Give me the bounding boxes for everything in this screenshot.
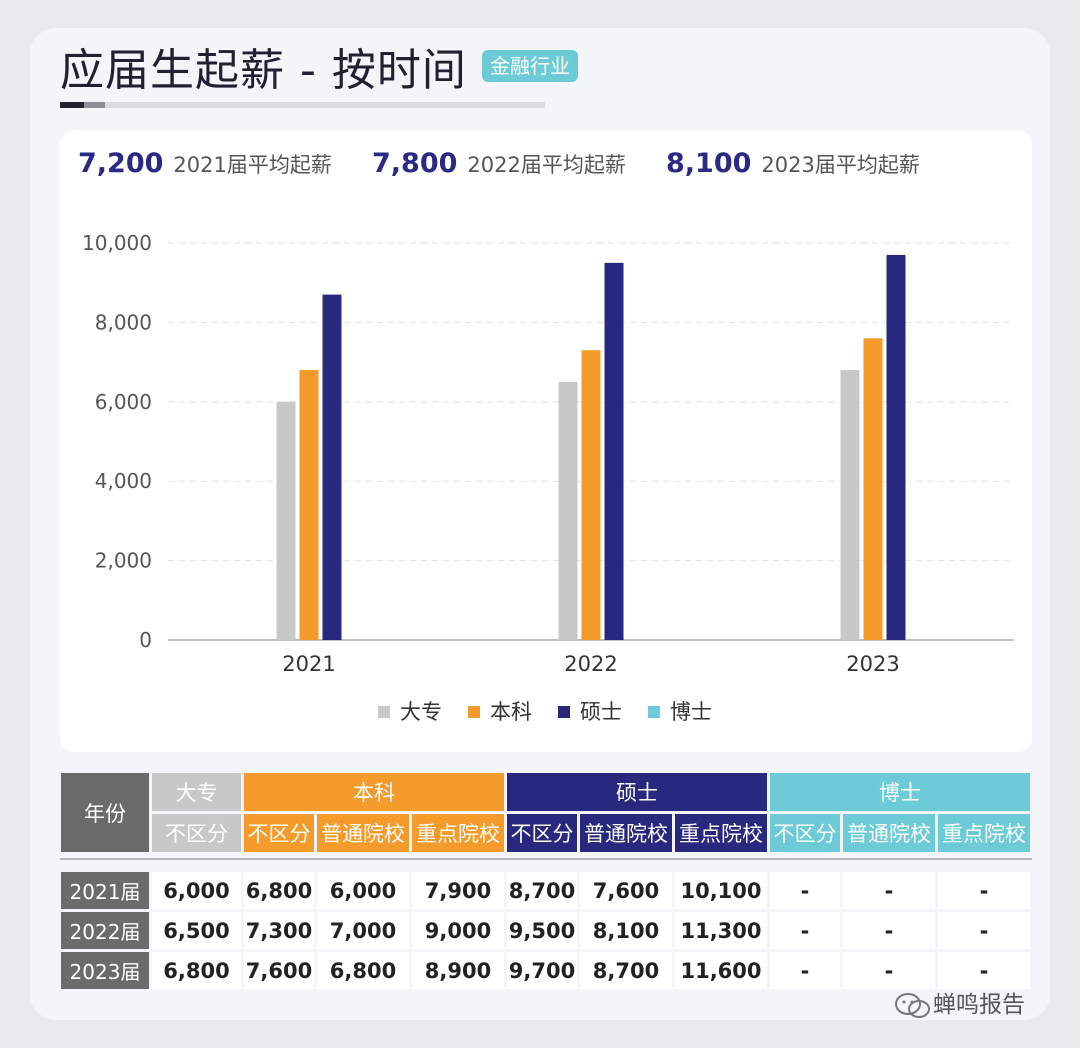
table-cell: - — [938, 912, 1030, 949]
stat-2022: 7,800 2022届平均起薪 — [372, 148, 626, 179]
y-tick-label: 6,000 — [95, 390, 152, 414]
table-row: 2023届 6,800 7,600 6,800 8,900 9,700 8,70… — [61, 952, 1030, 989]
row-label: 2022届 — [61, 912, 149, 949]
stat-label: 2023届平均起薪 — [761, 153, 920, 177]
stat-label: 2021届平均起薪 — [173, 153, 332, 177]
table-cell: 8,900 — [412, 952, 504, 989]
table-cell: 9,500 — [507, 912, 577, 949]
title-underline — [60, 102, 545, 108]
table-cell: 7,000 — [317, 912, 409, 949]
table-cell: - — [770, 952, 840, 989]
row-label: 2021届 — [61, 872, 149, 909]
stat-value: 8,100 — [666, 148, 752, 179]
source-name: 蝉鸣报告 — [933, 992, 1025, 1018]
group-header-boshi: 博士 — [770, 773, 1030, 811]
bar-2021-2 — [322, 294, 342, 640]
table-cell: - — [770, 912, 840, 949]
x-tick-label: 2022 — [564, 652, 617, 676]
table-divider — [60, 858, 1032, 860]
bar-2022-1 — [581, 350, 601, 640]
salary-table: 年份 大专 本科 硕士 博士 不区分 不区分 普通院校 重点院校 不区分 普通院… — [58, 770, 1033, 992]
legend-label: 博士 — [670, 700, 712, 724]
table-cell: 6,500 — [152, 912, 241, 949]
legend-label: 本科 — [490, 700, 532, 724]
table-cell: 7,600 — [580, 872, 672, 909]
table-cell: 8,700 — [507, 872, 577, 909]
legend-swatch — [558, 706, 570, 718]
stat-2021: 7,200 2021届平均起薪 — [78, 148, 332, 179]
table-cell: - — [843, 912, 935, 949]
group-header-dazhuan: 大专 — [152, 773, 241, 811]
table-cell: 10,100 — [675, 872, 767, 909]
legend-swatch — [378, 706, 390, 718]
bar-2023-1 — [863, 338, 883, 640]
legend-label: 硕士 — [580, 700, 622, 724]
bar-2023-0 — [840, 370, 860, 640]
y-tick-label: 10,000 — [82, 231, 152, 255]
table-cell: - — [938, 952, 1030, 989]
sub-header: 不区分 — [244, 814, 314, 852]
y-tick-label: 0 — [139, 628, 152, 652]
group-header-shuoshi: 硕士 — [507, 773, 767, 811]
bar-2023-2 — [886, 254, 906, 640]
table-cell: 6,800 — [317, 952, 409, 989]
table-cell: 6,800 — [244, 872, 314, 909]
table-cell: 6,800 — [152, 952, 241, 989]
legend-swatch — [468, 706, 480, 718]
table-cell: 8,100 — [580, 912, 672, 949]
source-label: 蝉鸣报告 — [893, 985, 1025, 1020]
table-cell: 7,300 — [244, 912, 314, 949]
table-cell: 6,000 — [317, 872, 409, 909]
sub-header: 重点院校 — [938, 814, 1030, 852]
stat-value: 7,800 — [372, 148, 458, 179]
stat-label: 2022届平均起薪 — [467, 153, 626, 177]
page-title: 应届生起薪 - 按时间 — [60, 45, 467, 96]
legend-swatch — [648, 706, 660, 718]
y-tick-label: 2,000 — [95, 549, 152, 573]
table-cell: 7,900 — [412, 872, 504, 909]
x-tick-label: 2023 — [846, 652, 899, 676]
table-cell: 7,600 — [244, 952, 314, 989]
table-cell: - — [843, 952, 935, 989]
table-row: 2021届 6,000 6,800 6,000 7,900 8,700 7,60… — [61, 872, 1030, 909]
wechat-icon — [895, 992, 930, 1018]
industry-tag: 金融行业 — [482, 50, 578, 82]
sub-header: 重点院校 — [675, 814, 767, 852]
table-cell: - — [938, 872, 1030, 909]
bar-2021-0 — [276, 401, 296, 640]
sub-header: 普通院校 — [317, 814, 409, 852]
row-label: 2023届 — [61, 952, 149, 989]
x-tick-label: 2021 — [282, 652, 335, 676]
table-cell: 11,300 — [675, 912, 767, 949]
sub-header: 重点院校 — [412, 814, 504, 852]
table-cell: 8,700 — [580, 952, 672, 989]
year-header: 年份 — [61, 773, 149, 852]
bar-2021-1 — [299, 370, 319, 640]
sub-header: 普通院校 — [580, 814, 672, 852]
table-cell: 11,600 — [675, 952, 767, 989]
stat-2023: 8,100 2023届平均起薪 — [666, 148, 920, 179]
table-cell: 9,700 — [507, 952, 577, 989]
y-tick-label: 8,000 — [95, 310, 152, 334]
table-cell: - — [770, 872, 840, 909]
stat-value: 7,200 — [78, 148, 164, 179]
table-row: 2022届 6,500 7,300 7,000 9,000 9,500 8,10… — [61, 912, 1030, 949]
sub-header: 不区分 — [152, 814, 241, 852]
sub-header: 不区分 — [507, 814, 577, 852]
bar-2022-0 — [558, 381, 578, 640]
salary-bar-chart: 0 2,000 4,000 6,000 8,000 10,000 2021 2022 2023 大… — [82, 231, 1014, 724]
table-cell: 9,000 — [412, 912, 504, 949]
y-tick-label: 4,000 — [95, 469, 152, 493]
table-cell: 6,000 — [152, 872, 241, 909]
bar-2022-2 — [604, 262, 624, 640]
sub-header: 普通院校 — [843, 814, 935, 852]
legend-label: 大专 — [400, 700, 442, 724]
group-header-benke: 本科 — [244, 773, 504, 811]
sub-header: 不区分 — [770, 814, 840, 852]
table-cell: - — [843, 872, 935, 909]
